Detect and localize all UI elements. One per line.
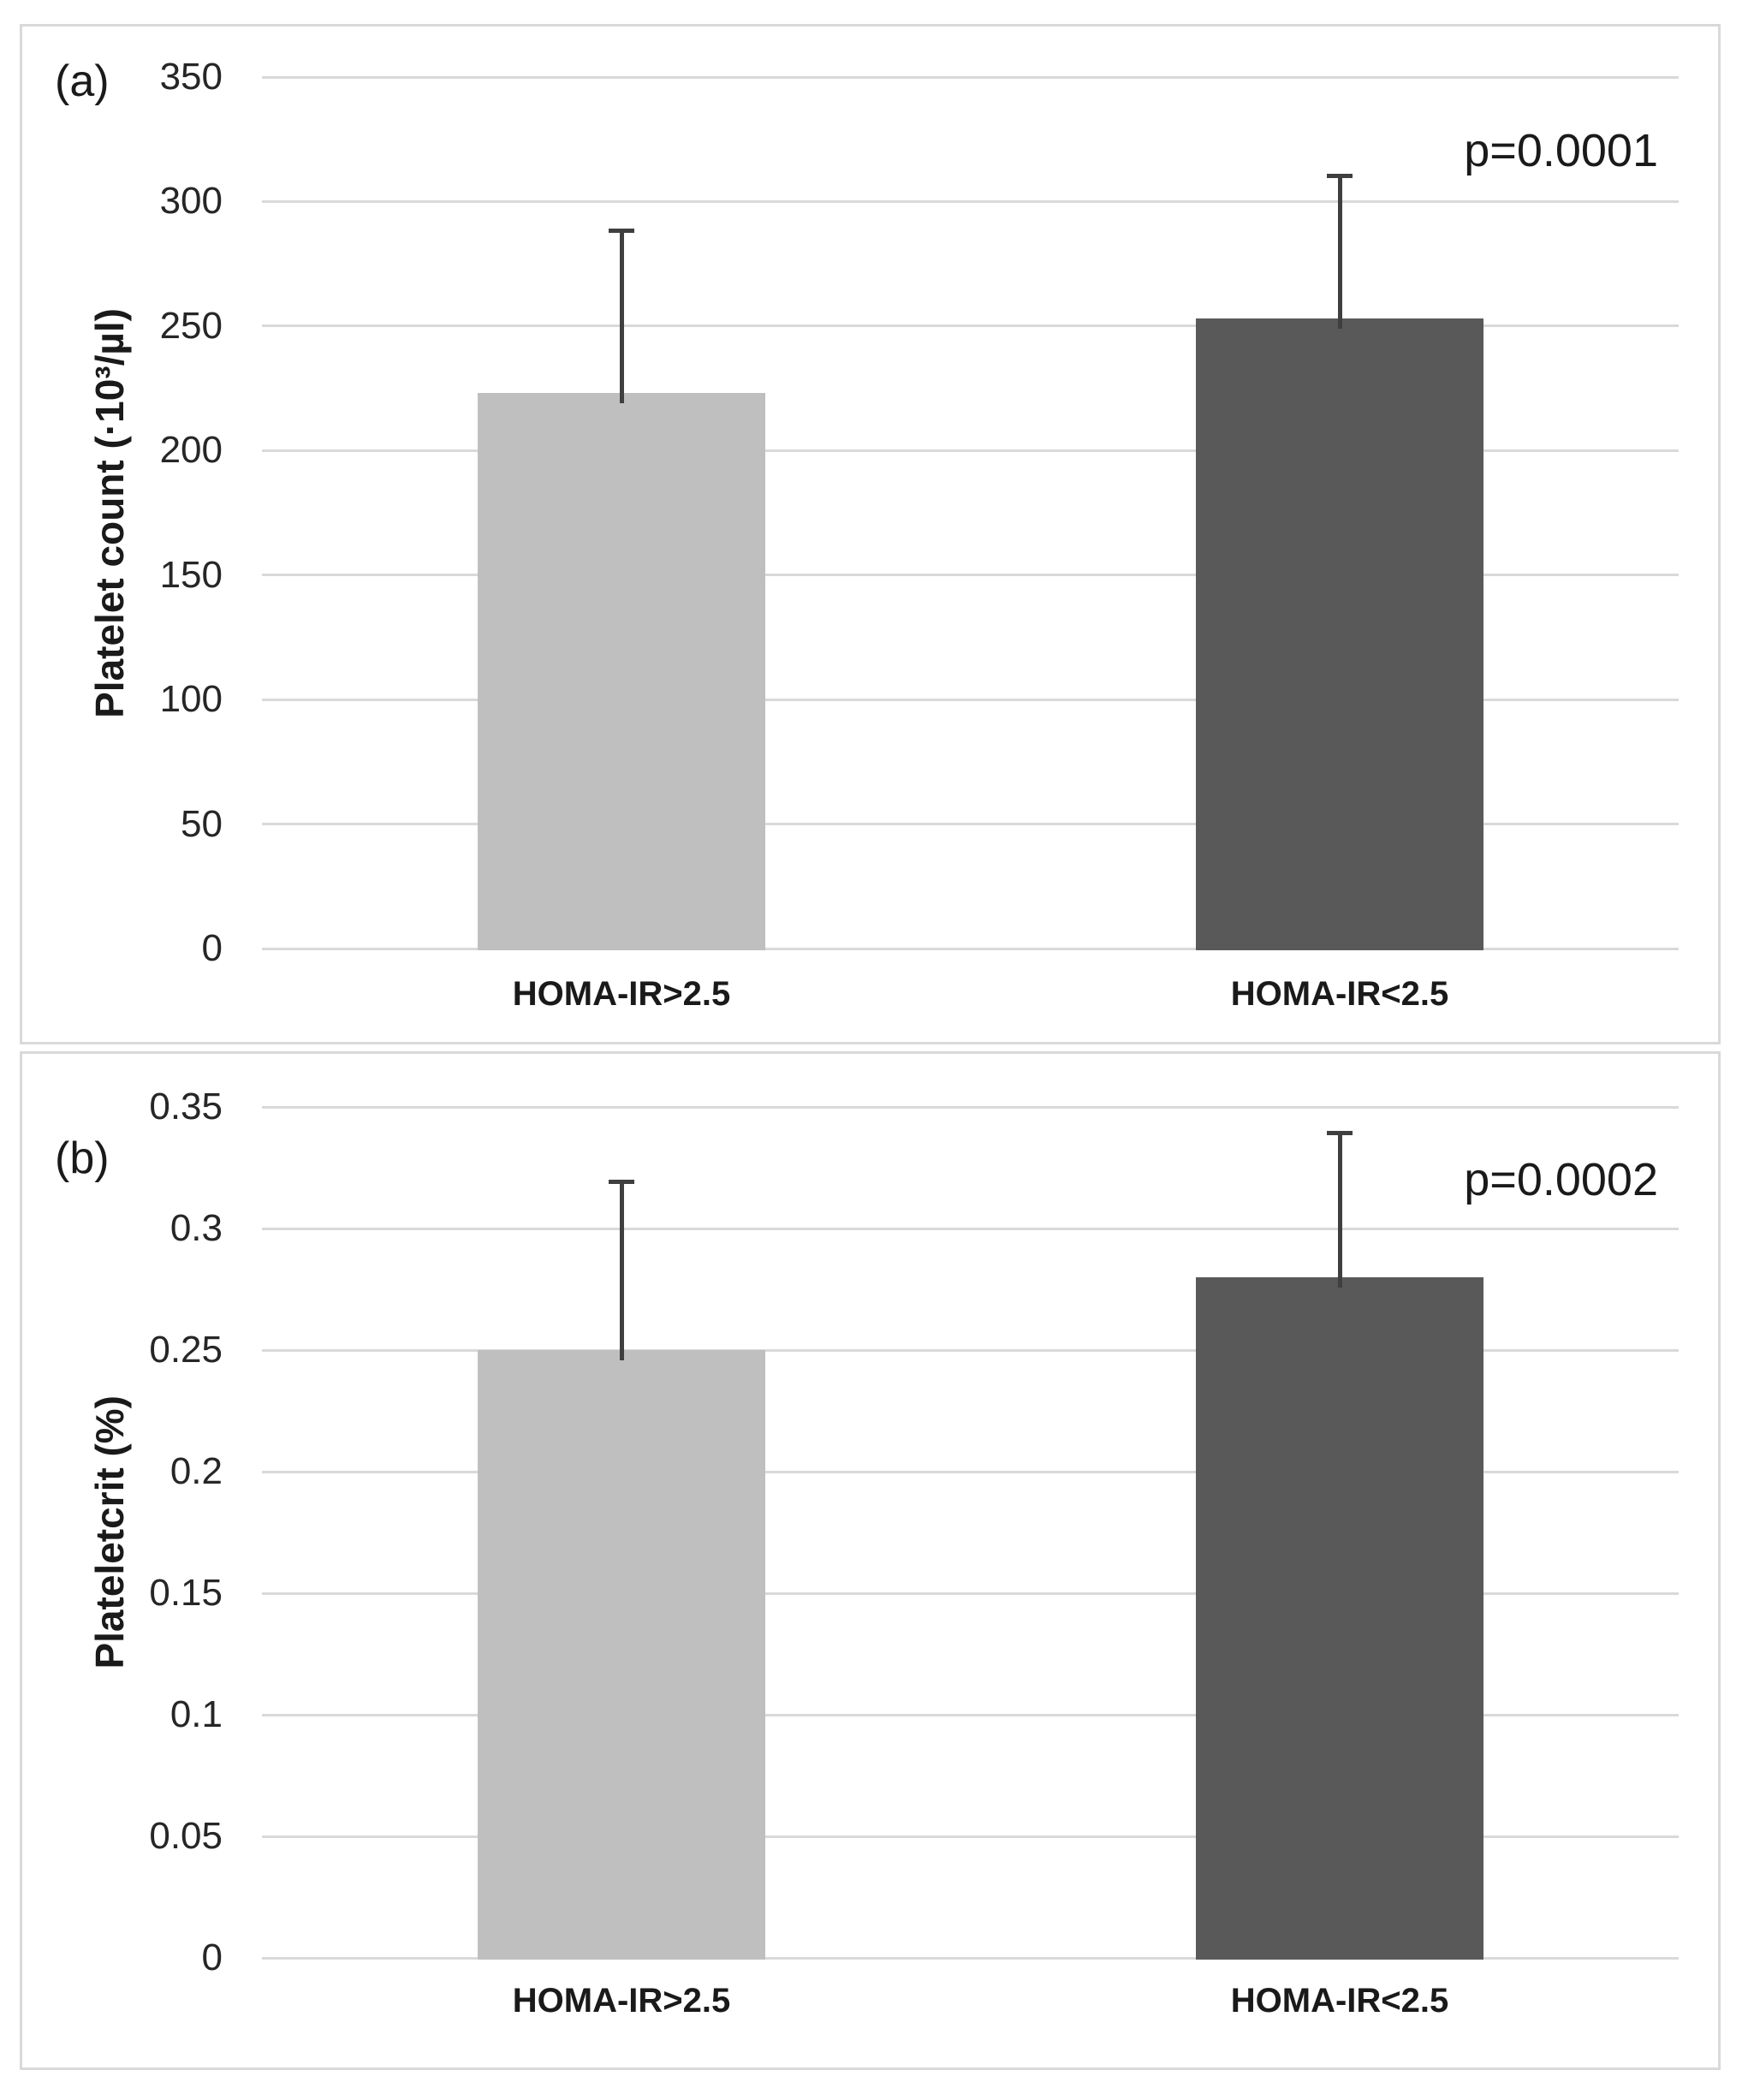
gridline (262, 1227, 1679, 1230)
error-bar-line (619, 1180, 624, 1360)
x-category-label: HOMA-IR<2.5 (1230, 975, 1449, 1013)
y-tick-label: 0 (201, 927, 223, 969)
gridline (262, 75, 1679, 79)
error-bar-cap (609, 229, 634, 234)
gridline (262, 324, 1679, 328)
y-tick-label: 0.2 (169, 1450, 223, 1492)
bar (478, 1350, 765, 1960)
gridline (262, 1835, 1679, 1838)
panel-b: (b) Plateletcrit (%) p=0.0002 0.35 0.3 0.2… (20, 1051, 1721, 2070)
y-tick-label: 50 (181, 802, 223, 845)
error-bar-line (619, 229, 624, 404)
y-tick-label: 0.05 (149, 1815, 223, 1857)
gridline (262, 1348, 1679, 1352)
gridline (262, 823, 1679, 826)
bar (1196, 1276, 1483, 1960)
p-value-annotation-a: p=0.0001 (1464, 125, 1658, 176)
x-category-label: HOMA-IR>2.5 (512, 1982, 731, 2020)
y-tick-label: 100 (159, 678, 223, 721)
y-tick-label: 350 (159, 56, 223, 98)
error-bar-cap (1327, 174, 1353, 179)
x-category-label: HOMA-IR<2.5 (1230, 1982, 1449, 2020)
y-tick-label: 150 (159, 553, 223, 596)
gridline (262, 947, 1679, 950)
plot-area-b: 0.35 0.3 0.25 0.2 0.15 0.1 0.05 0 HOMA-IR>2.5 HOM… (22, 1054, 1718, 2067)
bar (1196, 318, 1483, 950)
error-bar-line (1337, 1131, 1342, 1288)
gridline (262, 1591, 1679, 1595)
y-tick-label: 200 (159, 429, 223, 472)
error-bar-cap (609, 1180, 634, 1185)
gridline (262, 1713, 1679, 1716)
gridline (262, 698, 1679, 701)
gridline (262, 1105, 1679, 1109)
gridline (262, 574, 1679, 577)
y-tick-label: 300 (159, 180, 223, 223)
y-tick-label: 0.35 (149, 1086, 223, 1127)
y-tick-label: 0.25 (149, 1329, 223, 1371)
panel-letter-b: (b) (55, 1133, 110, 1183)
gridline (262, 449, 1679, 452)
plot-area-a: 350 300 250 200 150 100 50 0 HOMA-IR>2.5 HOMA-IR<… (22, 27, 1718, 1042)
panel-a: (a) Platelet count (·10³/µl) p=0.0001 35… (20, 24, 1721, 1044)
x-category-label: HOMA-IR>2.5 (512, 975, 731, 1013)
y-tick-label: 0.3 (169, 1207, 223, 1249)
gridline (262, 1956, 1679, 1960)
panel-letter-a: (a) (55, 57, 110, 106)
error-bar-line (1337, 174, 1342, 330)
gridline (262, 1470, 1679, 1473)
p-value-annotation-b: p=0.0002 (1464, 1154, 1658, 1205)
y-tick-label: 250 (159, 304, 223, 347)
error-bar-cap (1327, 1131, 1353, 1136)
bar (478, 393, 765, 950)
y-tick-label: 0.15 (149, 1572, 223, 1614)
gridline (262, 199, 1679, 203)
y-tick-label: 0 (201, 1936, 223, 1978)
y-tick-label: 0.1 (169, 1693, 223, 1735)
